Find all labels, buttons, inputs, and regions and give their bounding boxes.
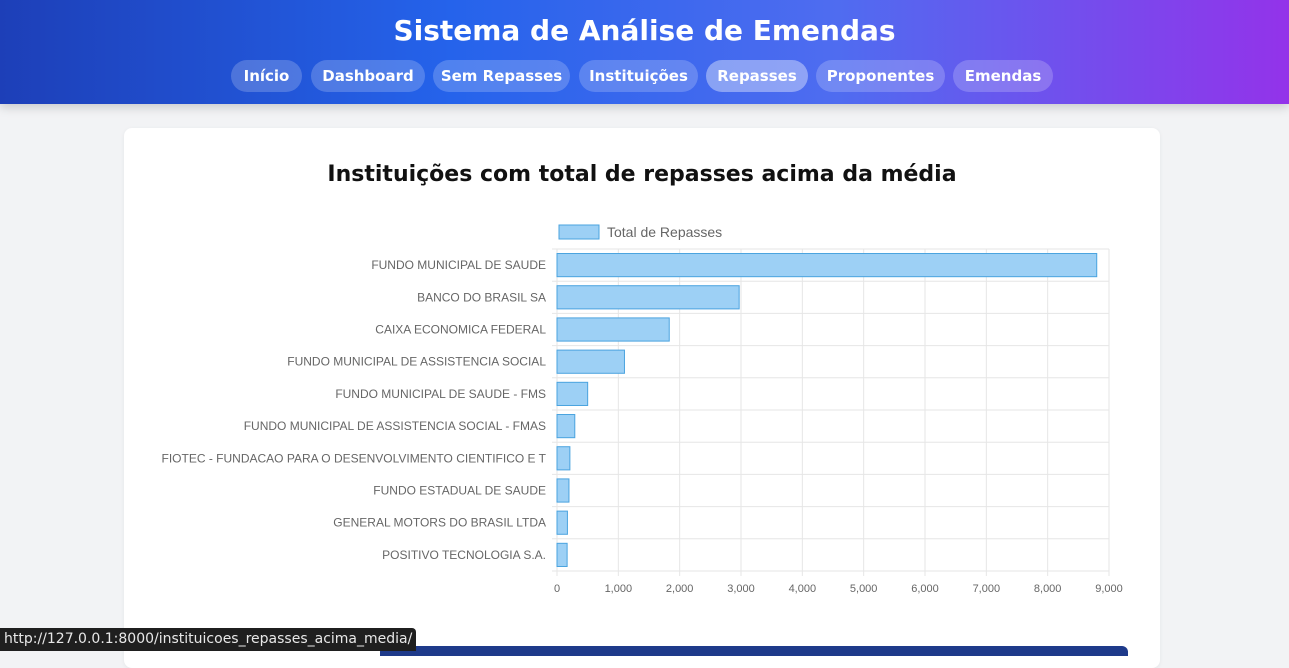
y-tick-label: BANCO DO BRASIL SA bbox=[417, 290, 546, 304]
y-tick-label: POSITIVO TECNOLOGIA S.A. bbox=[382, 548, 546, 562]
app-title: Sistema de Análise de Emendas bbox=[393, 14, 896, 47]
nav-repasses[interactable]: Repasses bbox=[706, 60, 808, 92]
nav-proponentes[interactable]: Proponentes bbox=[816, 60, 945, 92]
legend-swatch bbox=[558, 224, 600, 240]
y-tick-label: FUNDO MUNICIPAL DE SAUDE bbox=[371, 258, 546, 272]
nav-sem-repasses[interactable]: Sem Repasses bbox=[433, 60, 570, 92]
bar bbox=[556, 446, 571, 471]
chart-card bbox=[124, 128, 1160, 668]
bar bbox=[556, 253, 1098, 278]
main-nav: Início Dashboard Sem Repasses Instituiçõ… bbox=[0, 60, 1289, 92]
nav-emendas[interactable]: Emendas bbox=[953, 60, 1053, 92]
page-title: Instituições com total de repasses acima… bbox=[327, 162, 957, 187]
x-tick-label: 0 bbox=[554, 583, 560, 595]
bar bbox=[556, 510, 568, 535]
bar bbox=[556, 414, 576, 439]
y-tick-label: FUNDO ESTADUAL DE SAUDE bbox=[373, 484, 546, 498]
y-tick-label: FUNDO MUNICIPAL DE ASSISTENCIA SOCIAL bbox=[287, 355, 546, 369]
x-tick-label: 3,000 bbox=[727, 583, 755, 595]
x-tick-label: 5,000 bbox=[850, 583, 878, 595]
app-header: Sistema de Análise de Emendas Início Das… bbox=[0, 0, 1289, 104]
bar bbox=[556, 317, 670, 342]
bar-chart: 0 1,000 2,000 3,000 4,000 5,000 6,000 7,000 8,00… bbox=[162, 224, 1123, 595]
x-tick-label: 6,000 bbox=[911, 583, 939, 595]
next-section-bar bbox=[380, 646, 1128, 656]
x-tick-label: 8,000 bbox=[1034, 583, 1062, 595]
nav-dashboard[interactable]: Dashboard bbox=[311, 60, 425, 92]
y-tick-label: FUNDO MUNICIPAL DE SAUDE - FMS bbox=[335, 387, 546, 401]
bar bbox=[556, 285, 740, 310]
y-tick-label: GENERAL MOTORS DO BRASIL LTDA bbox=[333, 516, 546, 530]
bar bbox=[556, 542, 568, 567]
bar bbox=[556, 381, 589, 406]
y-tick-label: CAIXA ECONOMICA FEDERAL bbox=[375, 323, 546, 337]
legend-label: Total de Repasses bbox=[607, 224, 722, 240]
x-tick-label: 2,000 bbox=[666, 583, 694, 595]
nav-instituicoes[interactable]: Instituições bbox=[579, 60, 698, 92]
status-bar-url: http://127.0.0.1:8000/instituicoes_repas… bbox=[0, 628, 417, 651]
x-tick-label: 7,000 bbox=[973, 583, 1001, 595]
y-tick-label: FIOTEC - FUNDACAO PARA O DESENVOLVIMENTO… bbox=[162, 451, 547, 465]
nav-inicio[interactable]: Início bbox=[231, 60, 302, 92]
bar bbox=[556, 349, 625, 374]
x-tick-label: 9,000 bbox=[1095, 583, 1123, 595]
bar bbox=[556, 478, 570, 503]
x-tick-label: 1,000 bbox=[605, 583, 633, 595]
y-tick-label: FUNDO MUNICIPAL DE ASSISTENCIA SOCIAL - … bbox=[244, 419, 546, 433]
x-tick-label: 4,000 bbox=[789, 583, 817, 595]
